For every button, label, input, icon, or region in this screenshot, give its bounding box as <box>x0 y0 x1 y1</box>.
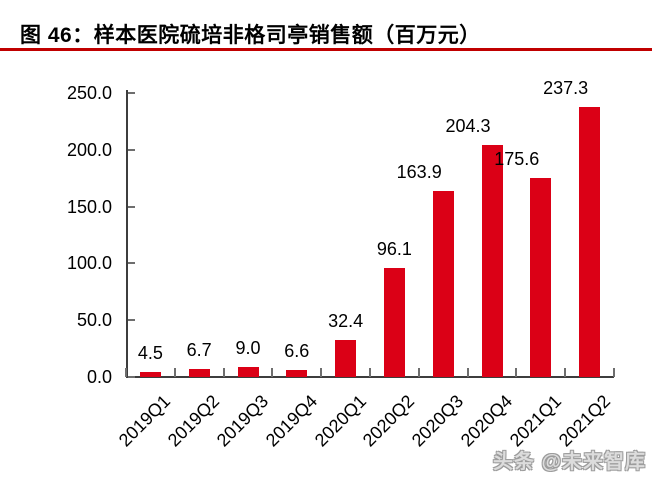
data-label: 96.1 <box>376 239 412 259</box>
data-label: 175.6 <box>494 149 540 169</box>
watermark: 头条 @未来智库 <box>492 451 646 473</box>
data-label: 6.7 <box>186 340 212 360</box>
x-tick <box>466 368 469 377</box>
x-tick <box>320 368 323 377</box>
x-tick <box>613 368 615 377</box>
x-tick-label: 2021Q2 <box>554 391 614 451</box>
y-tick-label: 0.0 <box>86 367 112 387</box>
y-tick-label: 50.0 <box>76 310 112 331</box>
x-tick <box>173 368 176 377</box>
y-tick <box>128 319 135 322</box>
y-tick <box>128 92 135 94</box>
data-label: 4.5 <box>137 343 163 363</box>
x-tick-label: 2019Q3 <box>212 391 273 451</box>
data-label: 163.9 <box>396 162 442 182</box>
x-tick <box>564 368 567 377</box>
bar <box>481 145 503 377</box>
data-label: 237.3 <box>543 78 589 98</box>
y-tick <box>128 148 135 151</box>
y-tick-label: 200.0 <box>66 139 112 160</box>
x-axis-line <box>126 376 614 378</box>
plot-area: 4.5 2019Q1 6.7 2019Q2 9.0 2019Q3 6.6 2019Q4 32.4… <box>115 78 615 450</box>
x-tick-label: 2020Q1 <box>310 391 370 451</box>
y-axis-line <box>126 90 128 378</box>
bar <box>139 372 161 377</box>
x-tick-label: 2019Q2 <box>163 391 224 451</box>
chart-title: 图 46：样本医院硫培非格司亭销售额（百万元） <box>20 24 481 47</box>
bar <box>335 340 357 377</box>
bar <box>383 268 405 377</box>
x-tick-label: 2020Q2 <box>359 391 419 451</box>
data-label: 9.0 <box>235 338 261 358</box>
x-tick-label: 2019Q4 <box>261 391 321 451</box>
x-tick <box>125 368 127 377</box>
y-tick <box>128 262 135 265</box>
x-tick <box>417 368 420 377</box>
x-tick-label: 2019Q1 <box>115 391 175 451</box>
title-rule <box>0 48 652 51</box>
x-tick-label: 2020Q3 <box>407 391 468 451</box>
bar <box>530 178 552 377</box>
y-tick <box>128 376 135 378</box>
bar <box>432 191 454 377</box>
y-tick-label: 250.0 <box>66 83 112 103</box>
bar <box>579 107 601 377</box>
data-label: 32.4 <box>328 311 364 331</box>
bar <box>188 369 210 377</box>
data-label: 204.3 <box>445 116 491 136</box>
x-tick <box>369 368 371 377</box>
bar <box>237 367 259 377</box>
x-tick <box>222 368 225 377</box>
x-tick-label: 2021Q1 <box>505 391 565 451</box>
x-tick <box>515 368 518 377</box>
y-tick-label: 150.0 <box>66 196 112 217</box>
y-tick-label: 100.0 <box>66 253 112 274</box>
bar <box>286 370 308 377</box>
data-label: 6.6 <box>284 341 310 361</box>
y-tick <box>128 205 135 208</box>
x-tick <box>271 368 274 377</box>
x-tick-label: 2020Q4 <box>456 391 517 451</box>
